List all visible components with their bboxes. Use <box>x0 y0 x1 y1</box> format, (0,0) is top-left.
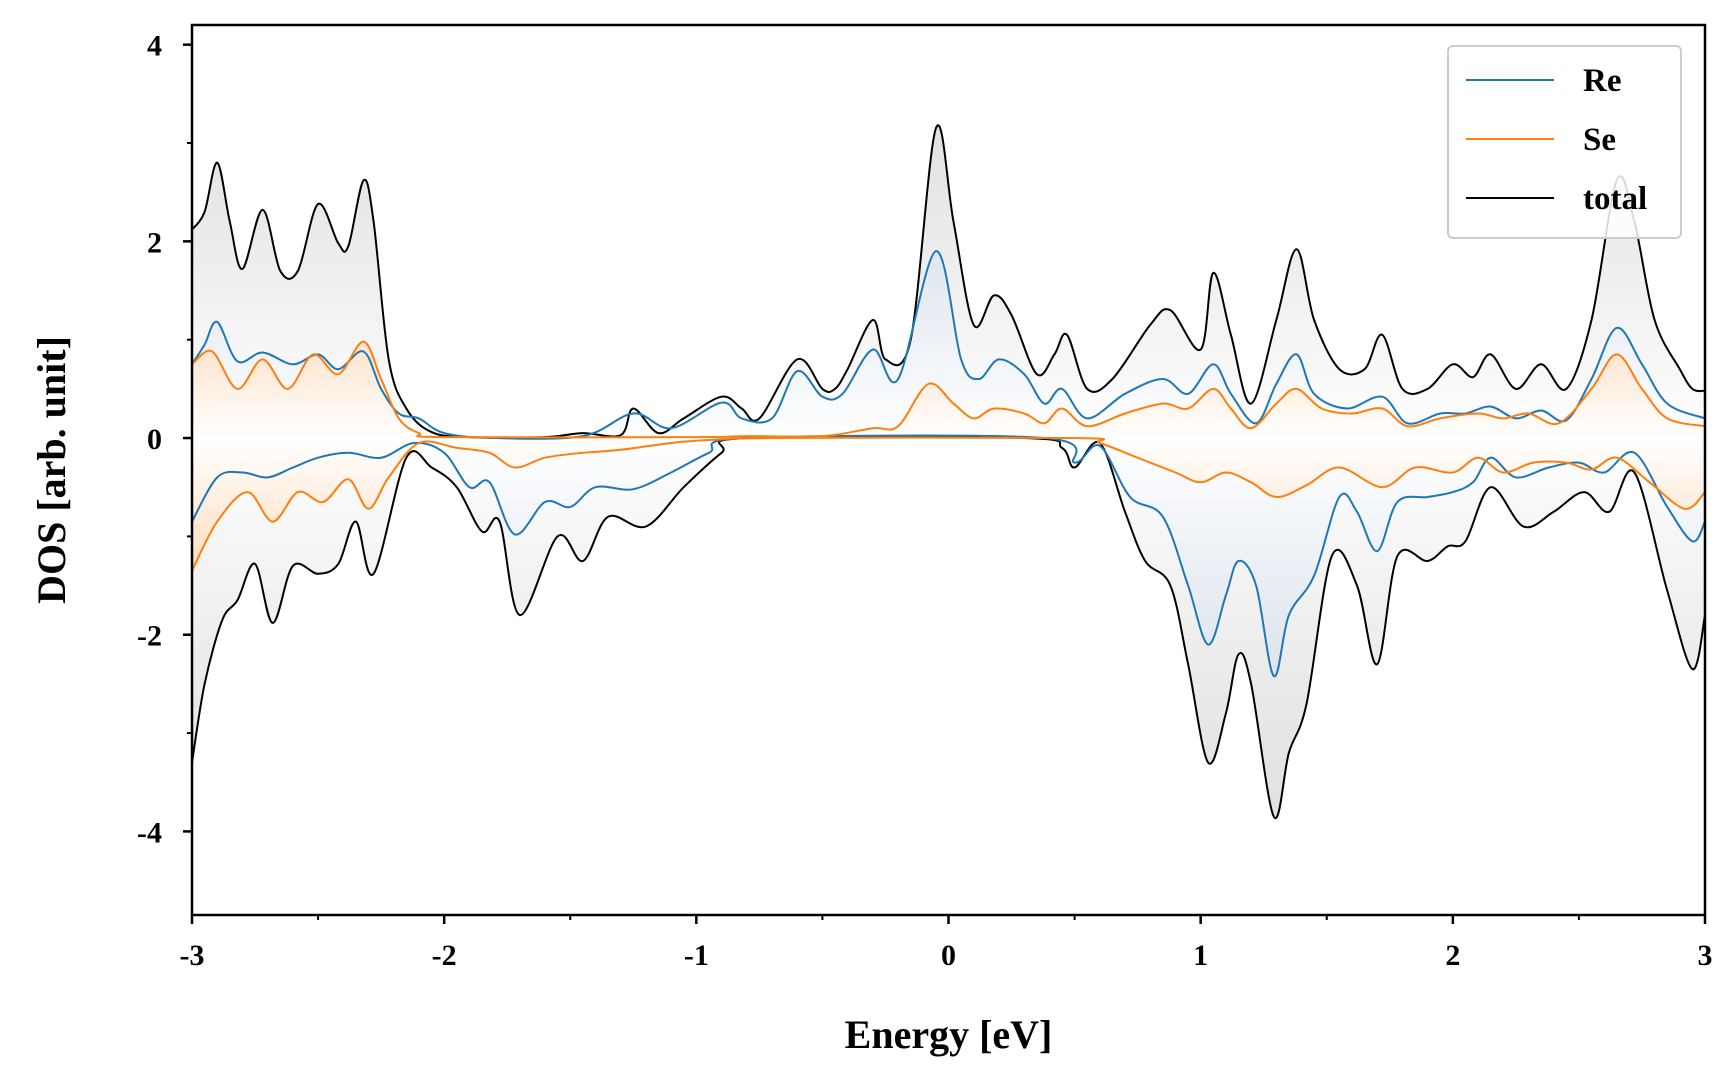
plot-area <box>192 124 1705 820</box>
x-tick-label: 3 <box>1698 939 1713 972</box>
legend: Re Se total <box>1447 45 1682 239</box>
y-tick-label: 0 <box>147 423 162 456</box>
se-up-line <box>192 340 1705 439</box>
axis-ticks: -3 -2 -1 0 1 2 3 -4 -2 0 2 4 <box>137 30 1713 972</box>
legend-box <box>1447 45 1682 239</box>
y-axis-title: DOS [arb. unit] <box>29 336 74 604</box>
total-up-line <box>192 124 1705 439</box>
x-tick-label: 1 <box>1193 939 1208 972</box>
x-tick-label: -3 <box>180 939 205 972</box>
x-axis-title: Energy [eV] <box>845 1012 1053 1057</box>
y-tick-label: 4 <box>147 30 162 63</box>
y-tick-label: -4 <box>137 816 162 849</box>
se-fill-area <box>192 341 1705 571</box>
re-fill-area <box>192 251 1705 677</box>
re-up-line <box>192 250 1705 440</box>
x-tick-label: 0 <box>941 939 956 972</box>
y-tick-label: -2 <box>137 620 162 653</box>
se-down-line <box>192 436 1705 572</box>
legend-label-se: Se <box>1583 122 1616 158</box>
x-tick-label: 2 <box>1445 939 1460 972</box>
y-tick-label: 2 <box>147 226 162 259</box>
x-tick-label: -1 <box>684 939 709 972</box>
legend-label-total: total <box>1583 181 1647 217</box>
x-tick-label: -2 <box>432 939 457 972</box>
legend-label-re: Re <box>1583 63 1621 99</box>
